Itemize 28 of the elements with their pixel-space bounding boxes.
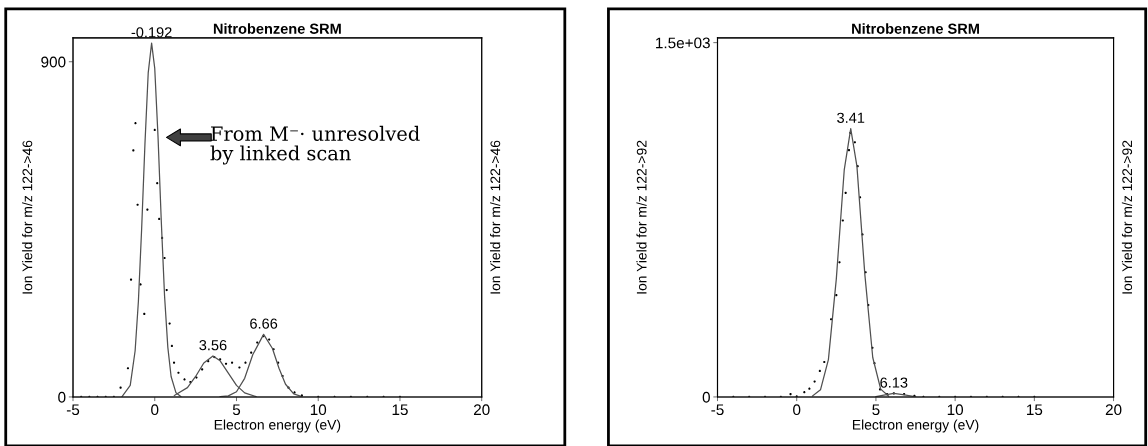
y-tick-label: 1.5e+03: [656, 37, 710, 49]
x-tick-label: 5: [232, 404, 241, 416]
x-tick-label: 10: [947, 404, 964, 416]
y2-axis-title: Ion Yield for m/z 122->46: [490, 140, 501, 294]
x-tick-label: -5: [66, 404, 80, 416]
x-tick-label: 15: [392, 404, 408, 416]
annotation: 6.13: [880, 377, 908, 388]
annotation: 3.41: [837, 112, 865, 123]
x-tick-label: 0: [793, 404, 801, 416]
annotation: 6.66: [250, 318, 278, 329]
x-tick-label: 5: [872, 404, 880, 416]
y-tick-label: 900: [41, 56, 66, 68]
x-tick-label: 0: [151, 404, 159, 416]
chart-title: Nitrobenzene SRM: [213, 23, 341, 34]
annotation: From M⁻· unresolved by linked scan: [210, 125, 420, 165]
x-axis-title: Electron energy (eV): [852, 419, 979, 433]
annotation: 3.56: [199, 339, 227, 351]
x-tick-label: 10: [310, 404, 327, 416]
x-axis-title: Electron energy (eV): [214, 419, 341, 433]
y-axis-title: Ion Yield for m/z 122->46: [22, 140, 33, 294]
x-tick-label: 20: [473, 404, 490, 416]
y2-axis-title: Ion Yield for m/z 122->92: [1121, 140, 1133, 294]
chart-title: Nitrobenzene SRM: [852, 23, 979, 34]
x-tick-label: 20: [1105, 404, 1122, 416]
x-tick-label: 15: [1027, 404, 1043, 416]
x-tick-label: -5: [711, 404, 724, 416]
y-axis-title: Ion Yield for m/z 122->92: [636, 140, 647, 294]
annotation: -0.192: [131, 27, 172, 38]
